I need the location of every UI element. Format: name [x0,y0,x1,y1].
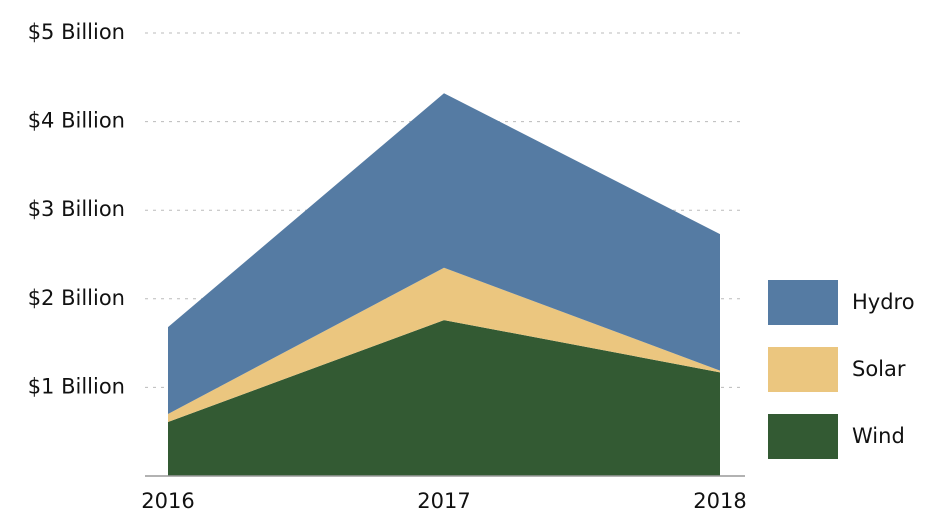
y-tick-label: $5 Billion [28,20,125,44]
area [168,267,720,422]
y-tick-label: $2 Billion [28,286,125,310]
area [168,320,720,476]
legend-label: Hydro [852,290,915,314]
legend-label: Solar [852,357,906,381]
legend-swatch [768,414,838,459]
x-tick-label: 2016 [141,489,194,513]
area [168,93,720,414]
x-tick-label: 2017 [417,489,470,513]
legend-label: Wind [852,424,905,448]
legend-swatch [768,347,838,392]
y-tick-label: $3 Billion [28,197,125,221]
x-tick-label: 2018 [693,489,746,513]
y-tick-label: $1 Billion [28,374,125,398]
legend-swatch [768,280,838,325]
y-tick-label: $4 Billion [28,109,125,133]
